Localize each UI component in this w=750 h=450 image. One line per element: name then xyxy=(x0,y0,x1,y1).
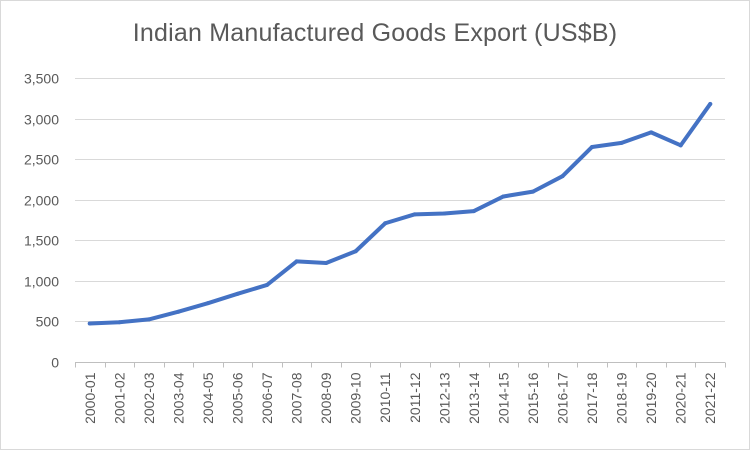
data-point-2002-03 xyxy=(146,317,151,322)
data-point-2016-17 xyxy=(560,174,565,179)
x-tick-label: 2016-17 xyxy=(555,372,571,424)
x-tick-label: 2011-12 xyxy=(407,372,423,423)
x-tick-label: 2008-09 xyxy=(318,372,334,424)
x-tick-label: 2018-19 xyxy=(614,372,630,424)
data-point-2003-04 xyxy=(176,309,181,314)
x-tick-label: 2009-10 xyxy=(348,372,364,424)
data-point-2001-02 xyxy=(117,320,122,325)
y-tick-label: 1,000 xyxy=(24,274,59,290)
data-point-2011-12 xyxy=(412,212,417,217)
x-tick-label: 2005-06 xyxy=(230,372,246,424)
x-tick-label: 2010-11 xyxy=(377,372,393,423)
x-tick-label: 2004-05 xyxy=(200,372,216,424)
data-point-2007-08 xyxy=(294,259,299,264)
data-point-2006-07 xyxy=(265,282,270,287)
chart-title: Indian Manufactured Goods Export (US$B) xyxy=(132,19,618,47)
y-tick-label: 2,500 xyxy=(24,152,59,168)
series-line xyxy=(87,101,713,326)
x-tick-label: 2019-20 xyxy=(643,372,659,424)
x-tick-label: 2007-08 xyxy=(289,372,305,424)
x-tick-label: 2014-15 xyxy=(495,372,511,424)
data-point-2005-06 xyxy=(235,291,240,296)
y-tick-label: 0 xyxy=(51,355,59,371)
x-tick-label: 2020-21 xyxy=(673,372,689,424)
x-tick-label: 2012-13 xyxy=(436,372,452,424)
x-tick-label: 2017-18 xyxy=(584,372,600,424)
y-tick-label: 3,000 xyxy=(24,112,59,128)
data-point-2020-21 xyxy=(678,143,683,148)
x-tick-label: 2002-03 xyxy=(141,372,157,424)
data-point-2012-13 xyxy=(442,211,447,216)
data-point-2000-01 xyxy=(87,321,92,326)
y-tick-label: 500 xyxy=(36,314,60,330)
data-point-2008-09 xyxy=(324,261,329,266)
x-tick-label: 2000-01 xyxy=(82,372,98,424)
x-tick-label: 2013-14 xyxy=(466,372,482,424)
data-point-2018-19 xyxy=(619,140,624,145)
data-point-2014-15 xyxy=(501,194,506,199)
data-point-2019-20 xyxy=(649,130,654,135)
data-point-2013-14 xyxy=(471,209,476,214)
y-tick-label: 3,500 xyxy=(24,71,59,87)
data-point-2015-16 xyxy=(530,189,535,194)
x-tick-label: 2021-22 xyxy=(702,372,718,424)
data-point-2010-11 xyxy=(383,221,388,226)
data-point-2021-22 xyxy=(708,101,713,106)
y-tick-label: 2,000 xyxy=(24,193,59,209)
x-tick-label: 2006-07 xyxy=(259,372,275,424)
x-tick-label: 2001-02 xyxy=(111,372,127,424)
x-tick-label: 2003-04 xyxy=(170,372,186,424)
y-tick-label: 1,500 xyxy=(24,233,59,249)
data-point-2004-05 xyxy=(205,301,210,306)
x-tick-label: 2015-16 xyxy=(525,372,541,424)
data-point-2009-10 xyxy=(353,249,358,254)
data-point-2017-18 xyxy=(590,144,595,149)
